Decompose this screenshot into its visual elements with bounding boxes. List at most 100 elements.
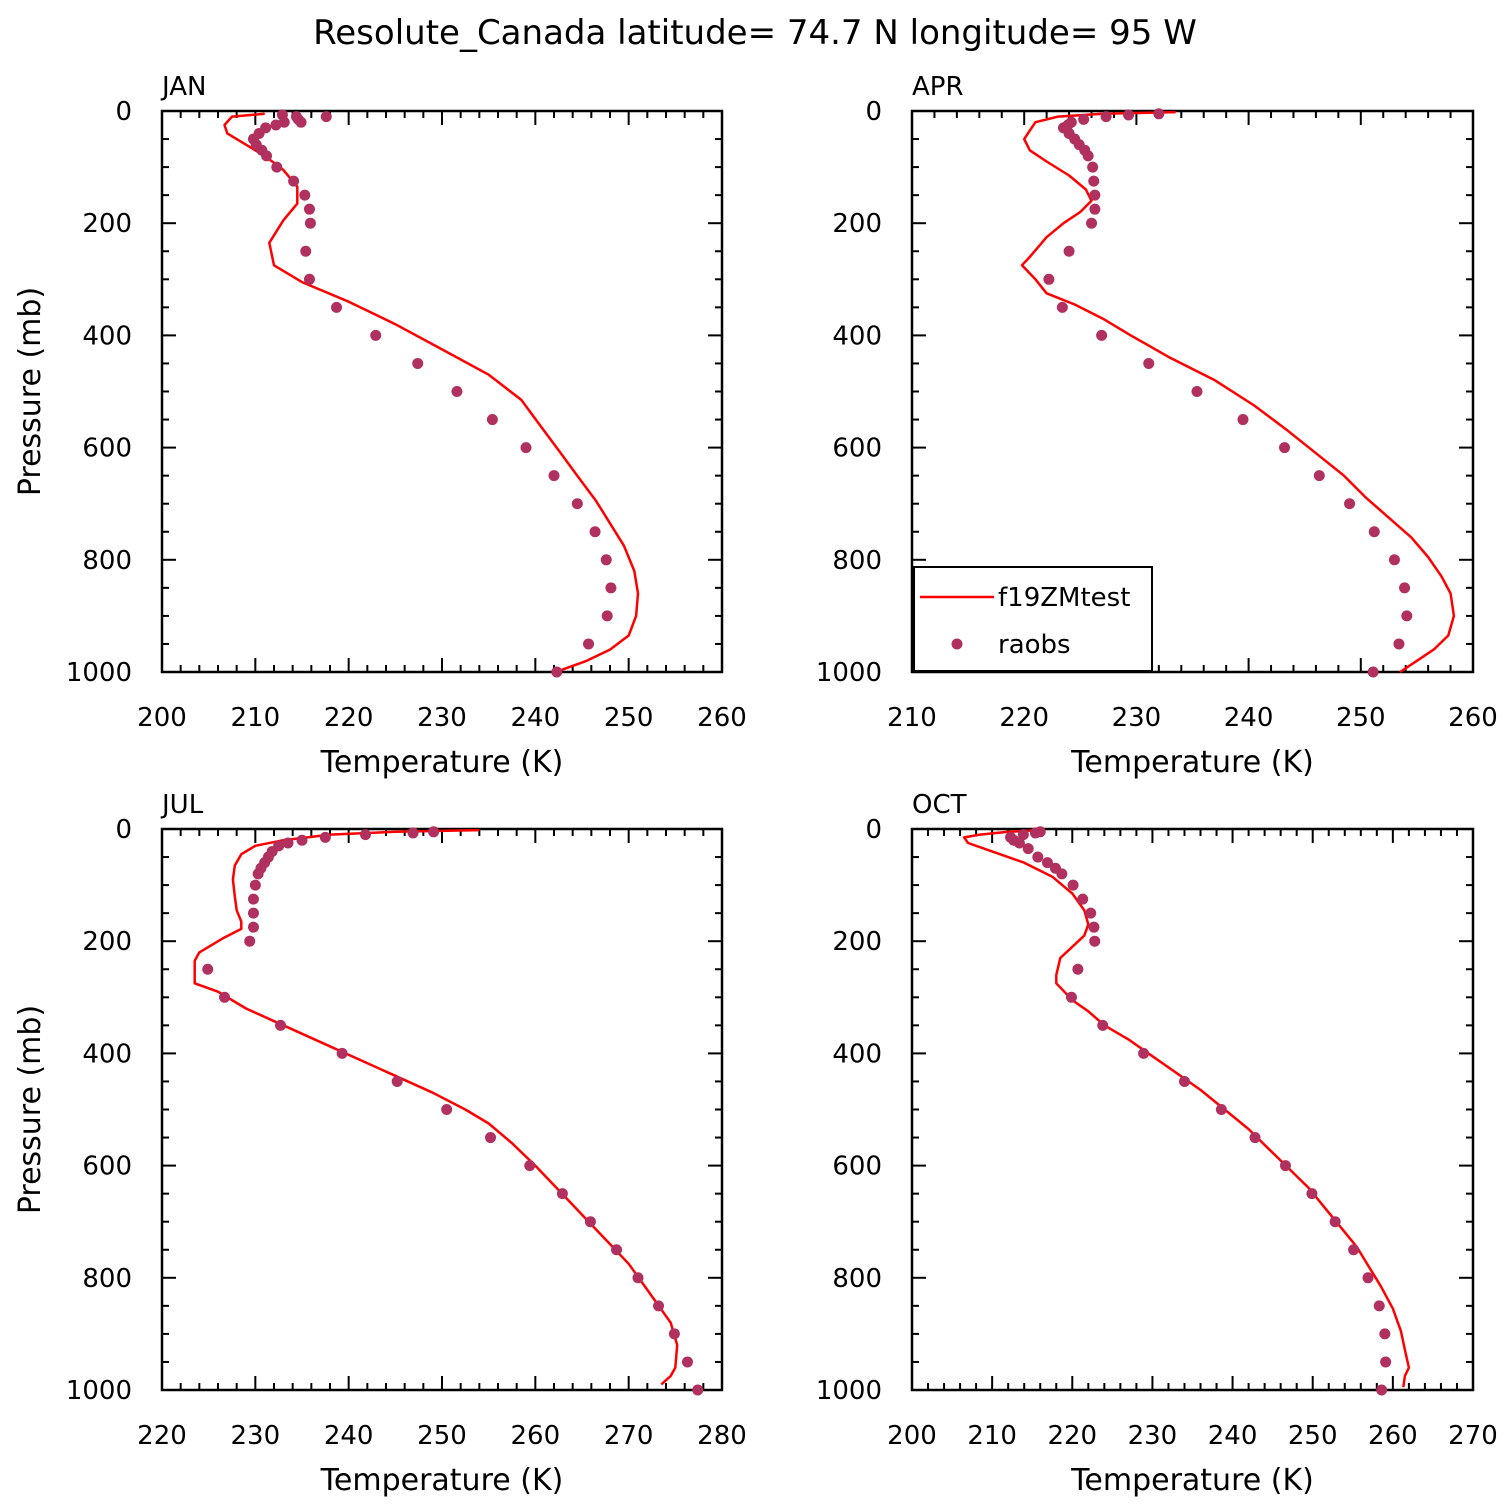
raobs-point [1088,921,1100,933]
raobs-point [583,638,595,650]
y-axis-title: Pressure (mb) [13,1005,48,1214]
y-tick-label: 600 [82,1152,132,1182]
raobs-point [1388,554,1400,566]
y-tick-label: 1000 [816,1376,882,1406]
series-line-model [223,112,640,673]
y-tick-label: 1000 [66,658,132,688]
raobs-point [1065,991,1077,1003]
raobs-point [202,963,214,975]
raobs-point [1373,1300,1385,1312]
raobs-point [1082,150,1094,162]
raobs-point [681,1356,693,1368]
legend: f19ZMtest raobs [913,566,1153,672]
x-tick-label: 200 [137,703,187,733]
raobs-point [1072,963,1084,975]
x-tick-label: 200 [887,1421,937,1451]
x-axis-title: Temperature (K) [1070,745,1314,780]
raobs-point [1313,470,1325,482]
raobs-point [486,414,498,426]
raobs-point [1056,868,1068,880]
raobs-point [247,893,259,905]
x-tick-label: 250 [417,1421,467,1451]
raobs-point [1096,329,1108,341]
x-tick-label: 270 [1448,1421,1498,1451]
y-tick-label: 800 [82,1264,132,1294]
raobs-point [1013,837,1025,849]
y-tick-label: 400 [832,321,882,351]
x-axis-title: Temperature (K) [320,1463,564,1498]
raobs-point [692,1384,704,1396]
raobs-point [524,1160,536,1172]
raobs-point [571,498,583,510]
x-tick-label: 210 [967,1421,1017,1451]
x-tick-label: 280 [697,1421,747,1451]
y-tick-label: 400 [82,321,132,351]
y-tick-label: 600 [82,434,132,464]
x-tick-label: 210 [231,703,281,733]
raobs-point [1077,893,1089,905]
raobs-point [1279,1160,1291,1172]
raobs-point [1367,666,1379,678]
raobs-point [270,119,282,131]
raobs-point [295,116,307,128]
raobs-point [548,470,560,482]
raobs-point [370,329,382,341]
x-tick-label: 230 [1112,703,1162,733]
plot-frame [910,827,1475,1392]
raobs-point [485,1132,497,1144]
raobs-point [1368,526,1380,538]
raobs-point [441,1104,453,1115]
panel-label: JUL [160,790,204,820]
raobs-point [451,386,463,397]
raobs-point [303,273,315,285]
x-tick-label: 220 [1047,1421,1097,1451]
raobs-point [299,189,311,201]
y-tick-label: 800 [832,1264,882,1294]
raobs-point [1089,935,1101,947]
raobs-point [331,301,343,313]
raobs-point [288,175,300,187]
raobs-point [303,203,315,215]
panel-oct: OCT 200 210 220 230 240 250 260 270 0 200 400 600 800… [816,790,1498,1498]
raobs-point [1379,1328,1391,1340]
raobs-point [407,827,419,839]
y-tick-label: 0 [865,815,882,845]
y-tick-label: 0 [115,815,132,845]
raobs-point [261,150,273,162]
y-tick-label: 600 [832,1152,882,1182]
y-tick-label: 800 [82,546,132,576]
y-axis-title: Pressure (mb) [13,287,48,496]
raobs-point [300,245,312,257]
raobs-point [1043,273,1055,285]
x-tick-label: 220 [324,703,374,733]
raobs-point [1085,907,1097,919]
legend-line-label: f19ZMtest [998,583,1130,613]
x-tick-label: 230 [417,703,467,733]
raobs-point [1017,829,1029,841]
raobs-point [1138,1047,1150,1059]
panel-label: OCT [912,790,967,820]
raobs-point [1306,1188,1318,1200]
raobs-point [1215,1104,1227,1115]
raobs-point [1097,1019,1109,1031]
series-line-model [193,828,679,1386]
raobs-point [1143,357,1155,369]
x-tick-label: 240 [324,1421,374,1451]
raobs-point [1078,113,1090,125]
x-tick-label: 250 [604,703,654,733]
raobs-point [271,161,283,173]
raobs-point [252,868,264,880]
panel-jan: JAN 200 210 220 230 240 250 260 0 200 400 600 800 100… [13,72,747,780]
raobs-point [428,826,440,838]
y-tick-label: 1000 [816,658,882,688]
raobs-point [278,116,290,128]
raobs-point [1067,879,1079,891]
raobs-point [653,1300,665,1312]
raobs-point [1041,857,1053,869]
y-tick-label: 600 [832,434,882,464]
x-axis-title: Temperature (K) [1070,1463,1314,1498]
raobs-point [632,1272,644,1284]
panel-label: JAN [160,72,206,102]
raobs-point [605,582,617,594]
